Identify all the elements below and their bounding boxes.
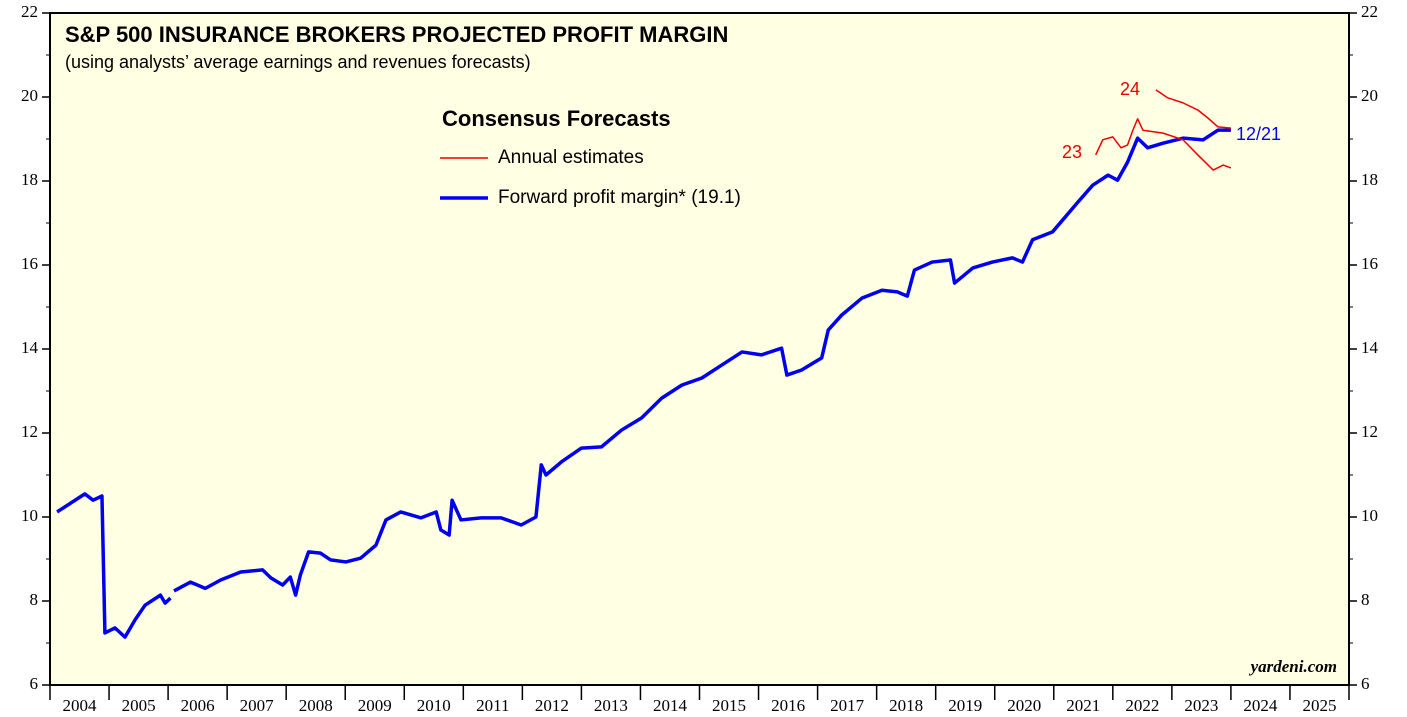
y-tick-label: 20 (1361, 86, 1378, 105)
annotation: 12/21 (1236, 124, 1281, 144)
x-tick-label: 2022 (1125, 696, 1159, 715)
series-label: 24 (1120, 79, 1140, 99)
y-tick-label: 8 (1361, 590, 1370, 609)
y-tick-label: 20 (21, 86, 38, 105)
x-tick-label: 2021 (1066, 696, 1100, 715)
y-tick-label: 14 (21, 338, 39, 357)
x-tick-label: 2023 (1184, 696, 1218, 715)
x-tick-label: 2010 (417, 696, 451, 715)
x-tick-label: 2011 (476, 696, 509, 715)
x-tick-label: 2015 (712, 696, 746, 715)
x-tick-label: 2008 (299, 696, 333, 715)
x-tick-label: 2025 (1302, 696, 1336, 715)
y-tick-label: 16 (1361, 254, 1378, 273)
y-tick-label: 14 (1361, 338, 1379, 357)
x-tick-label: 2017 (830, 696, 865, 715)
legend-label: Forward profit margin* (19.1) (498, 187, 741, 208)
y-tick-label: 10 (21, 506, 38, 525)
x-tick-label: 2019 (948, 696, 982, 715)
y-tick-label: 12 (21, 422, 38, 441)
x-tick-label: 2009 (358, 696, 392, 715)
y-tick-label: 6 (30, 674, 39, 693)
source: yardeni.com (1249, 657, 1337, 676)
x-tick-label: 2013 (594, 696, 628, 715)
x-tick-label: 2004 (63, 696, 98, 715)
legend-title: Consensus Forecasts (442, 106, 671, 131)
x-tick-label: 2007 (240, 696, 275, 715)
x-tick-label: 2024 (1243, 696, 1278, 715)
y-tick-label: 16 (21, 254, 38, 273)
y-tick-label: 22 (1361, 2, 1378, 21)
series-line (1155, 89, 1231, 129)
y-tick-label: 18 (21, 170, 38, 189)
series-label: 23 (1062, 142, 1082, 162)
x-tick-label: 2012 (535, 696, 569, 715)
x-tick-label: 2006 (181, 696, 215, 715)
x-tick-label: 2005 (122, 696, 156, 715)
legend-label: Annual estimates (498, 147, 644, 168)
x-tick-label: 2018 (889, 696, 923, 715)
series-line (1095, 118, 1232, 171)
series-line (56, 128, 1231, 639)
y-tick-label: 6 (1361, 674, 1370, 693)
chart-title: S&P 500 INSURANCE BROKERS PROJECTED PROF… (65, 22, 728, 47)
y-tick-label: 10 (1361, 506, 1378, 525)
x-tick-label: 2014 (653, 696, 688, 715)
x-tick-label: 2016 (771, 696, 805, 715)
y-tick-label: 8 (30, 590, 39, 609)
y-tick-label: 12 (1361, 422, 1378, 441)
chart-subtitle: (using analysts’ average earnings and re… (65, 52, 531, 72)
y-tick-label: 22 (21, 2, 38, 21)
plot-area (49, 12, 1350, 686)
y-tick-label: 18 (1361, 170, 1378, 189)
x-tick-label: 2020 (1007, 696, 1041, 715)
